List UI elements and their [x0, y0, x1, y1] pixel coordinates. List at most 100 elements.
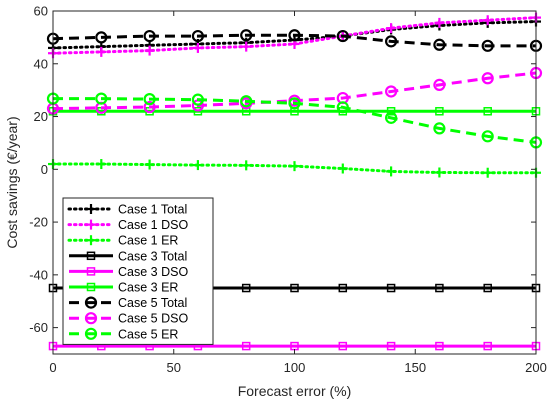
- legend-marker-case-1-total: [86, 204, 96, 214]
- point-case-5-total-5: [288, 29, 301, 42]
- point-case-1-dso-1: [96, 46, 107, 57]
- y-tick-label: -20: [29, 215, 48, 230]
- point-case-1-dso-3: [192, 42, 203, 53]
- legend-entry-case-1-dso: Case 1 DSO: [67, 218, 188, 232]
- y-tick-label: 0: [41, 162, 48, 177]
- point-case-5-er-5: [288, 97, 301, 110]
- point-case-1-dso-9: [482, 15, 493, 26]
- point-case-3-total-8: [435, 283, 444, 293]
- legend-label: Case 5 Total: [118, 296, 187, 310]
- legend-label: Case 5 DSO: [118, 312, 188, 326]
- point-case-5-er-6: [336, 101, 349, 114]
- point-case-3-dso-9: [483, 341, 492, 351]
- point-case-3-dso-7: [386, 341, 396, 351]
- point-case-1-er-3: [192, 160, 203, 171]
- legend-label: Case 1 Total: [118, 203, 187, 217]
- point-case-1-er-1: [96, 159, 107, 170]
- point-case-5-dso-2: [143, 100, 156, 114]
- point-case-3-dso-8: [435, 341, 444, 351]
- y-axis-label: Cost savings (€/year): [4, 116, 20, 248]
- point-case-1-dso-4: [241, 41, 252, 52]
- legend-label: Case 1 DSO: [118, 218, 188, 232]
- point-case-5-er-9: [481, 130, 494, 143]
- legend-marker-case-1-er: [86, 235, 96, 246]
- legend-label: Case 5 ER: [118, 327, 178, 341]
- point-case-1-er-6: [337, 163, 348, 174]
- point-case-3-total-5: [290, 283, 299, 293]
- point-case-1-er-4: [241, 160, 252, 171]
- point-case-5-dso-8: [433, 78, 446, 91]
- axes-layer: 0 50 100 150 200 -60 -40 -20 0 20 40 60: [29, 4, 547, 376]
- point-case-3-er-7: [386, 107, 396, 116]
- point-case-5-er-8: [433, 122, 446, 135]
- point-case-5-er-3: [191, 93, 204, 106]
- series-case-5-er: [46, 92, 543, 149]
- legend-entry-case-5-er: Case 5 ER: [69, 327, 178, 341]
- x-axis-label: Forecast error (%): [238, 383, 352, 399]
- point-case-3-total-9: [483, 283, 492, 293]
- point-case-5-total-3: [191, 29, 204, 43]
- point-case-1-er-2: [144, 159, 155, 170]
- legend-label: Case 1 ER: [118, 234, 178, 248]
- x-tick-label: 150: [404, 360, 426, 375]
- point-case-5-total-1: [95, 31, 108, 44]
- point-case-5-dso-9: [481, 72, 494, 85]
- y-tick-label: 40: [34, 56, 48, 71]
- point-case-1-er-9: [482, 167, 493, 178]
- y-tick-label: 60: [34, 4, 48, 19]
- legend-entry-case-3-er: Case 3 ER: [69, 281, 178, 295]
- point-case-1-er-5: [289, 161, 300, 172]
- point-case-1-dso-8: [434, 17, 445, 28]
- x-tick-label: 0: [49, 360, 56, 375]
- legend-entry-case-3-total: Case 3 Total: [69, 249, 187, 263]
- y-tick-label: -40: [29, 267, 48, 282]
- point-case-5-total-7: [385, 35, 398, 48]
- legend-entry-case-5-total: Case 5 Total: [69, 296, 187, 310]
- point-case-3-er-3: [193, 107, 203, 116]
- legend-marker-case-3-dso: [86, 267, 96, 276]
- point-case-5-er-1: [95, 92, 108, 105]
- legend-marker-case-3-total: [86, 251, 96, 261]
- point-case-5-total-9: [481, 39, 494, 52]
- legend-marker-case-5-total: [84, 296, 98, 309]
- point-case-5-er-2: [143, 93, 156, 106]
- point-case-3-er-8: [435, 107, 444, 116]
- legend-label: Case 3 Total: [118, 249, 187, 263]
- x-tick-label: 100: [284, 360, 306, 375]
- point-case-3-total-6: [338, 283, 348, 293]
- legend-entry-case-1-er: Case 1 ER: [67, 234, 178, 248]
- point-case-5-total-8: [433, 38, 446, 51]
- legend-marker-case-3-er: [86, 282, 96, 292]
- point-case-5-total-4: [240, 29, 253, 42]
- point-case-1-er-8: [434, 167, 445, 178]
- series-line-case-5-er: [53, 97, 537, 144]
- legend-marker-case-5-er: [84, 327, 98, 340]
- legend-entry-case-3-dso: Case 3 DSO: [69, 265, 188, 279]
- point-case-1-dso-2: [144, 45, 155, 56]
- point-case-3-dso-4: [241, 341, 251, 351]
- point-case-5-dso-7: [385, 85, 398, 98]
- point-case-3-dso-6: [338, 341, 348, 351]
- point-case-5-total-2: [143, 29, 156, 43]
- legend-entry-case-5-dso: Case 5 DSO: [69, 312, 188, 326]
- y-tick-label: -60: [29, 320, 48, 335]
- x-tick-label: 200: [525, 360, 547, 375]
- point-case-3-total-4: [241, 283, 251, 293]
- series-line-case-5-dso: [52, 71, 537, 111]
- series-line-case-5-total: [52, 33, 536, 48]
- point-case-1-er-7: [386, 166, 397, 177]
- point-case-5-total-6: [336, 29, 349, 43]
- point-case-1-dso-7: [386, 23, 397, 34]
- point-case-3-total-7: [386, 283, 396, 293]
- point-case-5-er-4: [240, 95, 253, 108]
- legend-label: Case 3 ER: [118, 281, 178, 295]
- legend-marker-case-5-dso: [84, 312, 98, 325]
- legend-label: Case 3 DSO: [118, 265, 188, 279]
- legend-entry-case-1-total: Case 1 Total: [67, 203, 187, 217]
- x-tick-label: 50: [167, 360, 181, 375]
- point-case-3-er-9: [483, 107, 492, 116]
- y-tick-label: 20: [34, 109, 48, 124]
- legend-marker-case-1-dso: [86, 219, 96, 230]
